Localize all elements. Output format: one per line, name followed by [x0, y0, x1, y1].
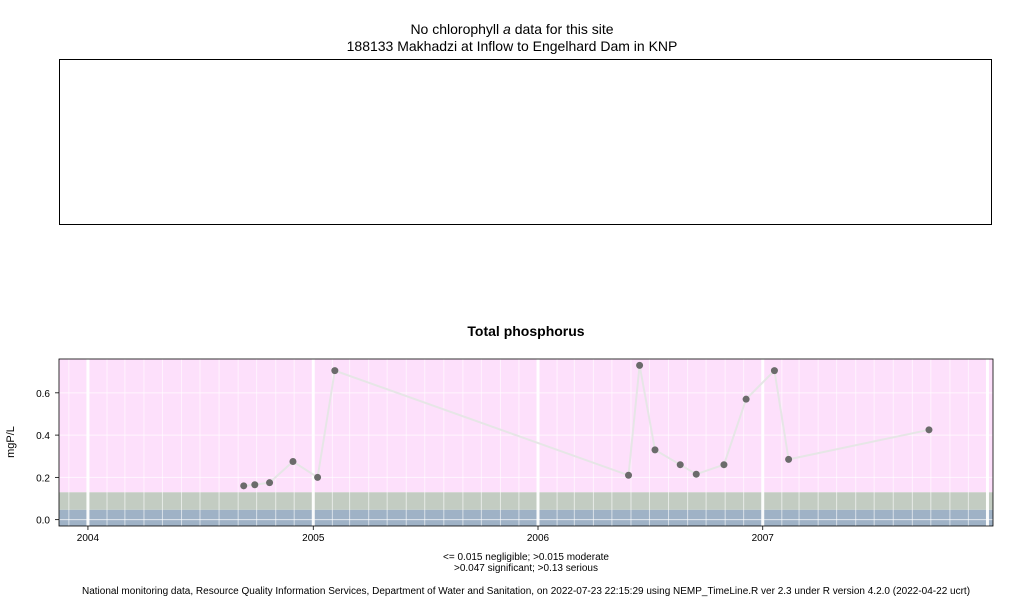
- data-point: [289, 458, 297, 466]
- band-significant: [59, 492, 993, 510]
- site-title: 188133 Makhadzi at Inflow to Engelhard D…: [346, 38, 678, 54]
- footer-credit: National monitoring data, Resource Quali…: [81, 586, 971, 597]
- series-line: [243, 365, 930, 487]
- x-tick-label: 2006: [527, 533, 550, 544]
- title-italic: a: [503, 21, 511, 37]
- data-point: [770, 367, 778, 375]
- y-tick-label: 0.6: [36, 389, 50, 400]
- chlorophyll-panel: [59, 59, 992, 225]
- threshold-bands: [59, 359, 993, 526]
- data-point: [636, 361, 644, 369]
- data-point: [785, 455, 793, 463]
- data-point: [742, 395, 750, 403]
- x-tick-label: 2007: [752, 533, 775, 544]
- x-tick-label: 2004: [77, 533, 100, 544]
- plot-frame: [58, 358, 994, 527]
- band-serious: [59, 359, 993, 493]
- legend-line-1: <= 0.015 negligible; >0.015 moderate: [443, 552, 609, 563]
- data-point: [331, 367, 339, 375]
- band-moderate: [59, 509, 993, 517]
- series-points: [240, 361, 933, 490]
- data-point: [266, 479, 274, 487]
- data-point: [240, 482, 248, 490]
- x-axis: 2004 2005 2006 2007: [77, 526, 774, 544]
- y-tick-label: 0.2: [36, 473, 50, 484]
- data-point: [251, 481, 259, 489]
- legend-line-2: >0.047 significant; >0.13 serious: [454, 563, 598, 574]
- y-tick-label: 0.4: [36, 431, 50, 442]
- data-point: [651, 446, 659, 454]
- data-point: [314, 473, 322, 481]
- data-point: [676, 461, 684, 469]
- chart-title: No chlorophyll a data for this site: [410, 21, 614, 37]
- data-point: [925, 426, 933, 434]
- data-point: [625, 471, 633, 479]
- band-negligible: [59, 516, 993, 526]
- y-axis-label: mgP/L: [5, 426, 17, 458]
- x-tick-label: 2005: [302, 533, 325, 544]
- gridlines: [59, 359, 993, 526]
- data-point: [692, 470, 700, 478]
- y-axis: 0.0 0.2 0.4 0.6: [36, 389, 59, 527]
- phosphorus-title: Total phosphorus: [467, 323, 585, 339]
- y-tick-label: 0.0: [36, 516, 50, 527]
- data-point: [720, 461, 728, 469]
